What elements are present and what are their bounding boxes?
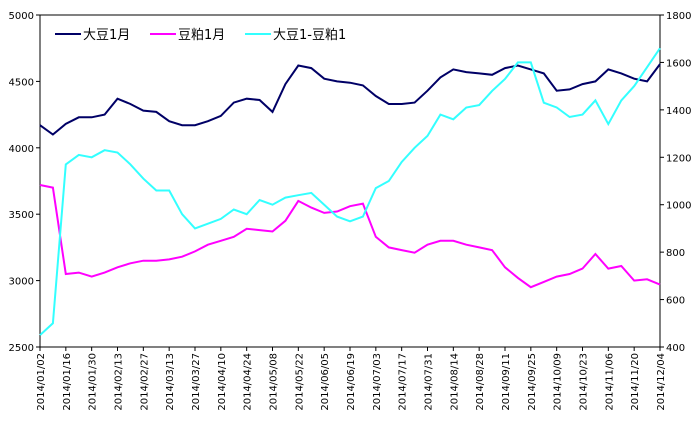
y2-tick-label: 1800 <box>666 11 691 22</box>
y2-tick-label: 800 <box>666 248 685 259</box>
y-tick-label: 3500 <box>9 210 34 221</box>
plot-frame <box>39 14 661 348</box>
x-tick-label: 2014/02/13 <box>114 353 125 411</box>
y2-tick-label: 1000 <box>666 201 691 212</box>
x-tick-label: 2014/04/24 <box>243 353 254 411</box>
x-tick-label: 2014/06/05 <box>320 353 331 411</box>
x-tick-label: 2014/08/14 <box>449 353 460 411</box>
x-tick-label: 2014/10/09 <box>553 353 564 411</box>
x-tick-label: 2014/09/25 <box>527 353 538 411</box>
x-tick-label: 2014/05/22 <box>294 353 305 411</box>
x-tick-label: 2014/01/02 <box>36 353 47 411</box>
x-tick-label: 2014/11/06 <box>604 353 615 411</box>
x-tick-label: 2014/10/23 <box>579 353 590 411</box>
y2-tick-label: 1600 <box>666 58 691 69</box>
y-tick-label: 2500 <box>9 343 34 354</box>
legend-label: 大豆1月 <box>83 28 130 43</box>
y2-tick-label: 1400 <box>666 106 691 117</box>
legend-label: 豆粕1月 <box>178 28 225 43</box>
y2-tick-label: 400 <box>666 343 685 354</box>
x-tick-label: 2014/04/10 <box>217 353 228 411</box>
series-line <box>39 47 661 336</box>
y-tick-label: 3000 <box>9 277 34 288</box>
x-tick-label: 2014/01/16 <box>62 353 73 411</box>
x-tick-label: 2014/07/17 <box>398 353 409 411</box>
x-tick-label: 2014/02/27 <box>139 353 150 411</box>
y-tick-label: 4000 <box>9 144 34 155</box>
x-tick-label: 2014/03/27 <box>191 353 202 411</box>
x-tick-label: 2014/03/13 <box>165 353 176 411</box>
x-tick-label: 2014/12/04 <box>656 353 667 411</box>
x-tick-label: 2014/08/28 <box>475 353 486 411</box>
x-tick-label: 2014/11/20 <box>630 353 641 411</box>
x-tick-label: 2014/07/03 <box>372 353 383 411</box>
x-tick-label: 2014/07/31 <box>424 353 435 411</box>
y-tick-label: 4500 <box>9 77 34 88</box>
legend-label: 大豆1-豆粕1 <box>273 28 346 43</box>
x-tick-label: 2014/09/11 <box>501 353 512 411</box>
x-tick-label: 2014/06/19 <box>346 353 357 411</box>
x-tick-label: 2014/05/08 <box>269 353 280 411</box>
series-line <box>39 184 661 289</box>
x-tick-label: 2014/01/30 <box>88 353 99 411</box>
y-tick-label: 5000 <box>9 11 34 22</box>
y2-tick-label: 1200 <box>666 153 691 164</box>
series-line <box>39 63 661 136</box>
y2-tick-label: 600 <box>666 296 685 307</box>
